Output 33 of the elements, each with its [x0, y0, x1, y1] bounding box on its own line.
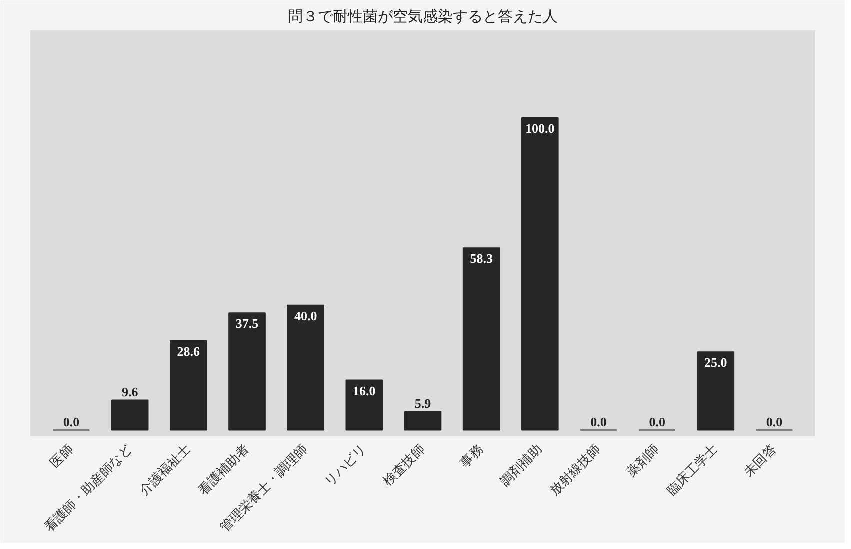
data-label: 58.3	[470, 251, 494, 266]
x-tick-label: リハビリ	[322, 442, 370, 490]
data-label: 0.0	[649, 414, 666, 430]
data-label: 0.0	[766, 414, 783, 430]
data-label: 28.6	[177, 344, 201, 359]
bar	[697, 352, 735, 431]
x-tick-label: 未回答	[742, 442, 780, 480]
data-label: 100.0	[526, 120, 555, 136]
bar	[111, 400, 149, 431]
bar	[228, 312, 266, 431]
x-tick-label: 医師	[48, 442, 77, 472]
bar	[462, 248, 500, 431]
x-tick-label: 調剤補助	[498, 442, 546, 490]
x-tick-label: 事務	[458, 442, 487, 472]
data-label: 40.0	[294, 308, 318, 324]
x-tick-label: 検査技師	[380, 442, 428, 490]
bar	[170, 340, 208, 431]
data-label: 0.0	[590, 414, 607, 430]
data-label: 16.0	[353, 383, 376, 398]
x-tick-label: 臨床工学士	[664, 442, 722, 499]
data-label: 9.6	[122, 384, 139, 400]
data-label: 0.0	[63, 414, 80, 430]
bar	[404, 411, 442, 431]
chart-title: 問３で耐性菌が空気感染すると答えた人	[288, 8, 558, 26]
data-label: 5.9	[414, 396, 432, 411]
bar	[346, 380, 384, 431]
data-label: 25.0	[704, 355, 728, 370]
x-tick-label: 薬剤師	[624, 442, 663, 480]
bar	[287, 304, 324, 431]
bar	[522, 117, 559, 431]
data-label: 37.5	[236, 316, 260, 332]
x-tick-label: 放射線技師	[547, 442, 604, 499]
x-tick-label: 介護福祉士	[137, 442, 194, 499]
